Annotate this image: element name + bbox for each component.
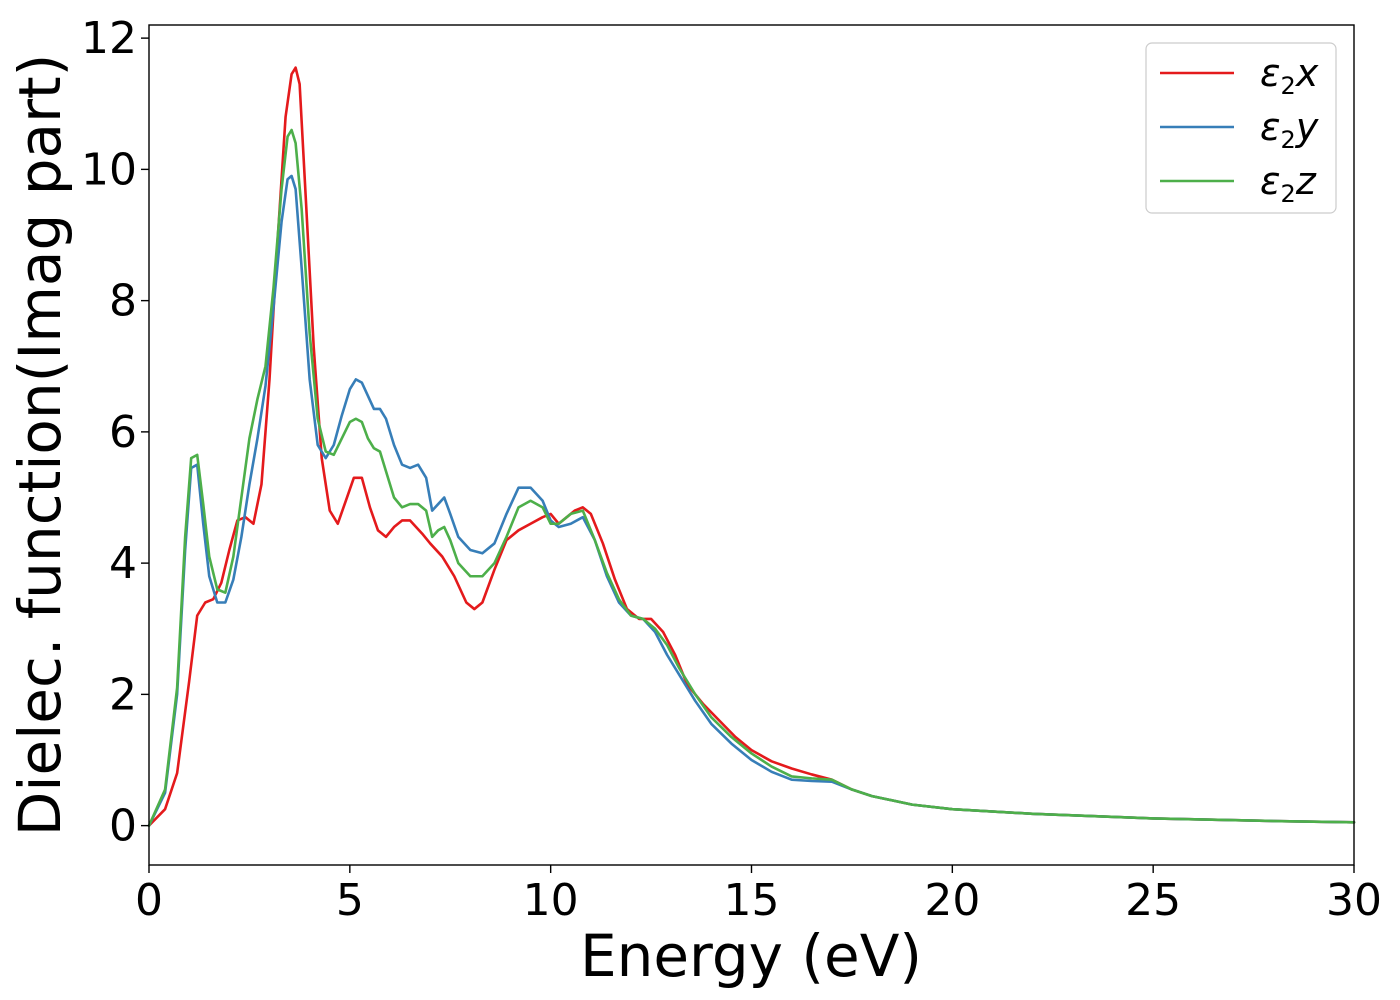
y-tick-label: 12 [81, 13, 137, 64]
y-tick-label: 2 [109, 669, 137, 720]
x-tick-label: 0 [135, 875, 163, 926]
y-axis-ticks: 0 2 4 6 8 10 12 [81, 13, 149, 852]
y-tick-label: 4 [109, 538, 137, 589]
x-tick-label: 20 [924, 875, 980, 926]
x-axis-ticks: 0 5 10 15 20 25 30 [135, 865, 1382, 926]
y-tick-label: 6 [109, 407, 137, 458]
y-tick-label: 8 [109, 276, 137, 327]
x-tick-label: 10 [523, 875, 579, 926]
series-lines [147, 66, 1356, 827]
series-line-x [147, 66, 1356, 827]
legend-label-x: ε2x [1260, 51, 1319, 100]
legend: ε2x ε2y ε2z [1145, 42, 1337, 214]
x-axis-label: Energy (eV) [580, 922, 922, 990]
x-tick-label: 5 [336, 875, 364, 926]
series-line-z [147, 128, 1356, 827]
legend-label-z: ε2z [1260, 159, 1317, 208]
y-tick-label: 10 [81, 144, 137, 195]
legend-label-y: ε2y [1260, 105, 1319, 154]
x-tick-label: 25 [1125, 875, 1181, 926]
legend-box [1145, 42, 1337, 214]
x-tick-label: 15 [724, 875, 780, 926]
x-tick-label: 30 [1326, 875, 1382, 926]
y-tick-label: 0 [109, 801, 137, 852]
y-axis-label: Dielec. function(Imag part) [6, 54, 74, 837]
series-line-y [147, 174, 1356, 827]
